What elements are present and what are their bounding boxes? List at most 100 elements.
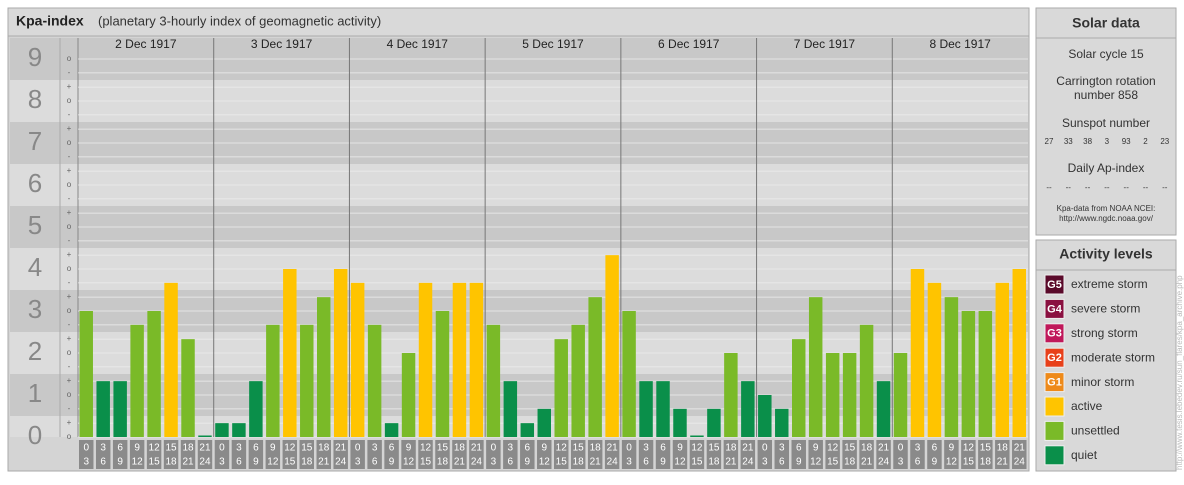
hour-label: 0 [355, 443, 361, 454]
ap-value: -- [1143, 183, 1149, 192]
hour-label: 12 [149, 443, 161, 454]
legend-swatch [1044, 420, 1065, 441]
hour-box [469, 440, 484, 469]
hour-box [146, 440, 162, 469]
hour-label: 6 [117, 443, 123, 454]
hour-label: 21 [199, 443, 211, 454]
hour-label: 3 [508, 443, 514, 454]
bar [215, 423, 229, 437]
hour-label: 9 [270, 443, 276, 454]
bar [842, 353, 857, 437]
hour-box [452, 440, 467, 469]
bar [317, 297, 331, 437]
hour-label: 18 [725, 443, 737, 454]
bar [435, 311, 450, 437]
hour-label: 24 [607, 457, 619, 468]
bar [876, 381, 891, 437]
solar-cycle: Solar cycle 15 [1068, 47, 1144, 61]
hour-box [180, 440, 196, 469]
minor-tick-label: + [67, 208, 72, 217]
bar [164, 282, 178, 437]
hour-label: 21 [318, 457, 330, 468]
bar [147, 311, 161, 437]
bar [825, 353, 840, 437]
legend-badge: G5 [1047, 279, 1062, 291]
ap-title: Daily Ap-index [1068, 161, 1145, 175]
hour-label: 0 [898, 443, 904, 454]
bar [808, 297, 823, 437]
minor-tick-label: - [68, 320, 71, 329]
hour-label: 21 [878, 443, 890, 454]
hour-box [95, 440, 111, 469]
legend-label: minor storm [1071, 375, 1134, 389]
hour-label: 3 [372, 443, 378, 454]
minor-tick-label: + [67, 292, 72, 301]
bar [384, 423, 399, 437]
hour-label: 15 [284, 457, 296, 468]
hour-box [655, 440, 671, 469]
hour-label: 24 [471, 457, 483, 468]
bar [266, 324, 280, 437]
bar [944, 297, 959, 437]
hour-label: 18 [454, 443, 466, 454]
hour-box [112, 440, 128, 469]
legend-label: unsettled [1071, 424, 1120, 438]
hour-label: 9 [117, 457, 123, 468]
hour-box [876, 440, 891, 469]
bar [639, 381, 653, 437]
hour-box [706, 440, 722, 469]
hour-label: 12 [267, 457, 279, 468]
hour-label: 21 [997, 457, 1009, 468]
bar [758, 395, 772, 437]
legend-swatch [1044, 396, 1065, 417]
day-label: 8 Dec 1917 [929, 37, 991, 51]
bar [96, 381, 110, 437]
minor-tick-label: + [67, 250, 72, 259]
legend-badge: G1 [1047, 377, 1062, 389]
hour-box [621, 440, 637, 469]
hour-label: 12 [132, 457, 144, 468]
hour-label: 18 [165, 457, 177, 468]
hour-label: 6 [779, 457, 785, 468]
minor-tick-label: o [67, 306, 72, 315]
hour-box [1012, 440, 1027, 469]
minor-tick-label: o [67, 96, 72, 105]
minor-tick-label: o [67, 138, 72, 147]
hour-label: 0 [491, 443, 497, 454]
sunspot-value: 93 [1122, 137, 1131, 146]
y-tick-label: 9 [28, 42, 42, 72]
hour-box [231, 440, 247, 469]
hour-box [79, 440, 94, 469]
bar [554, 339, 568, 437]
solar-panel [1035, 7, 1177, 236]
bar [605, 255, 619, 437]
minor-tick-label: + [67, 166, 72, 175]
hour-box [570, 440, 586, 469]
carrington: Carrington rotation [1056, 74, 1155, 88]
hour-box [520, 440, 535, 469]
y-tick-label: 5 [28, 210, 42, 240]
band [10, 416, 1028, 437]
hour-box [825, 440, 840, 469]
hour-label: 15 [827, 457, 839, 468]
hour-label: 15 [301, 443, 313, 454]
legend-badge: G4 [1047, 303, 1063, 315]
hour-label: 12 [810, 457, 822, 468]
hour-label: 18 [844, 457, 856, 468]
hour-label: 6 [508, 457, 514, 468]
hour-label: 24 [742, 457, 754, 468]
hour-box [401, 440, 416, 469]
hour-box [129, 440, 145, 469]
chart-title: Kpa-index [16, 13, 84, 29]
y-tick-label: 8 [28, 84, 42, 114]
hour-label: 21 [471, 443, 483, 454]
hour-label: 9 [541, 443, 547, 454]
hour-box [316, 440, 331, 469]
hour-box [486, 440, 501, 469]
hour-label: 21 [607, 443, 619, 454]
bar [707, 408, 721, 437]
hour-label: 6 [525, 443, 531, 454]
hour-label: 15 [165, 443, 177, 454]
hour-label: 18 [590, 443, 602, 454]
hour-label: 24 [1014, 457, 1026, 468]
